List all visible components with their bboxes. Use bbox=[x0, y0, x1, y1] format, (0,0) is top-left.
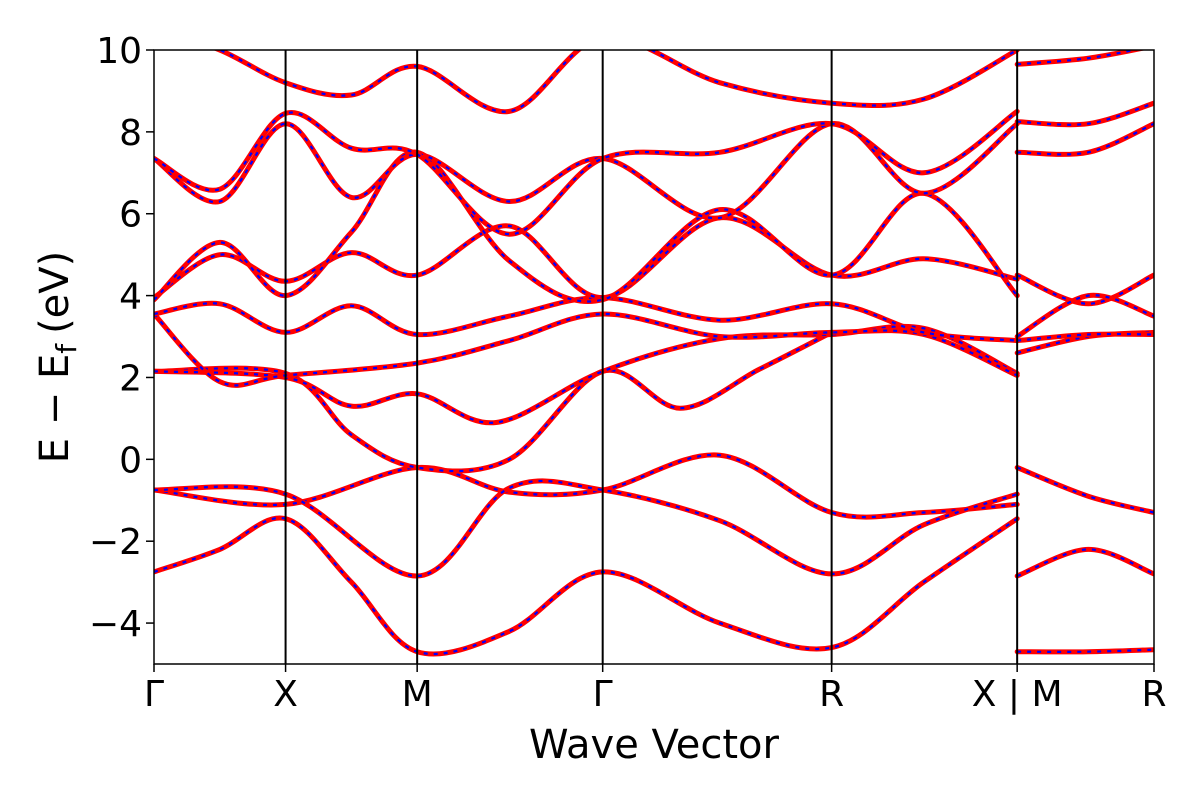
band-overlay-line bbox=[1017, 648, 1154, 653]
band-line bbox=[154, 515, 1020, 657]
band-line bbox=[154, 329, 835, 474]
band-lines bbox=[154, 50, 1154, 657]
band-overlay-line bbox=[1016, 294, 1154, 338]
band-line bbox=[1014, 272, 1154, 307]
band-overlay-line bbox=[154, 216, 1018, 299]
band-line bbox=[1014, 50, 1147, 67]
y-axis-title-main: E − E bbox=[32, 354, 78, 464]
y-tick-label: −4 bbox=[89, 604, 142, 645]
band-line bbox=[1014, 465, 1154, 515]
kpoint-label: R bbox=[819, 674, 844, 715]
y-tick-label: 2 bbox=[119, 358, 142, 399]
band-line bbox=[212, 50, 1020, 114]
band-line bbox=[154, 295, 1020, 344]
kpoint-label: X bbox=[273, 674, 298, 715]
band-overlay-line bbox=[154, 516, 1018, 656]
band-line bbox=[1014, 100, 1154, 128]
band-overlay-line bbox=[154, 151, 1019, 303]
band-overlay-line bbox=[154, 325, 1018, 424]
band-overlay-line bbox=[216, 50, 1018, 113]
kpoint-label: X | M bbox=[972, 674, 1063, 715]
kpoint-label: M bbox=[402, 674, 433, 715]
y-tick-label: 8 bbox=[119, 113, 142, 154]
y-axis-title: E − Ef (eV) bbox=[32, 251, 83, 464]
high-symmetry-dividers bbox=[284, 50, 1019, 664]
band-line bbox=[154, 215, 1020, 301]
band-line bbox=[154, 478, 1020, 579]
band-overlay-line bbox=[154, 296, 1018, 342]
band-overlay-line bbox=[1017, 50, 1140, 66]
band-overlay-line bbox=[1017, 332, 1154, 342]
band-overlay-line bbox=[1016, 548, 1154, 578]
y-axis-title-unit: (eV) bbox=[32, 251, 78, 334]
y-tick-label: −2 bbox=[89, 522, 142, 563]
kpoint-label: Γ bbox=[144, 674, 164, 715]
band-overlay-line bbox=[154, 479, 1018, 578]
band-overlay-line bbox=[1017, 122, 1154, 156]
band-line bbox=[1014, 121, 1154, 157]
band-overlay-line bbox=[1016, 274, 1154, 305]
y-tick-label: 10 bbox=[96, 31, 142, 72]
band-overlay-line bbox=[154, 110, 1018, 236]
y-axis-ticks: −4 −2 0 2 4 6 8 10 bbox=[89, 31, 154, 645]
kpoint-label: Γ bbox=[593, 674, 613, 715]
band-overlay-line bbox=[154, 312, 1018, 387]
band-overlay-line bbox=[154, 331, 833, 473]
band-overlay-line bbox=[1017, 102, 1154, 126]
kpoint-label: R bbox=[1141, 674, 1166, 715]
x-axis-ticks: Γ X M Γ R X | M R bbox=[144, 664, 1167, 715]
y-tick-label: 0 bbox=[119, 440, 142, 481]
y-tick-label: 6 bbox=[119, 195, 142, 236]
band-overlay-line bbox=[154, 453, 1018, 519]
band-line bbox=[154, 108, 1020, 237]
x-axis-title: Wave Vector bbox=[529, 722, 780, 768]
y-tick-label: 4 bbox=[119, 277, 142, 318]
y-axis-title-sub: f bbox=[50, 343, 83, 354]
plot-frame bbox=[153, 49, 1155, 665]
